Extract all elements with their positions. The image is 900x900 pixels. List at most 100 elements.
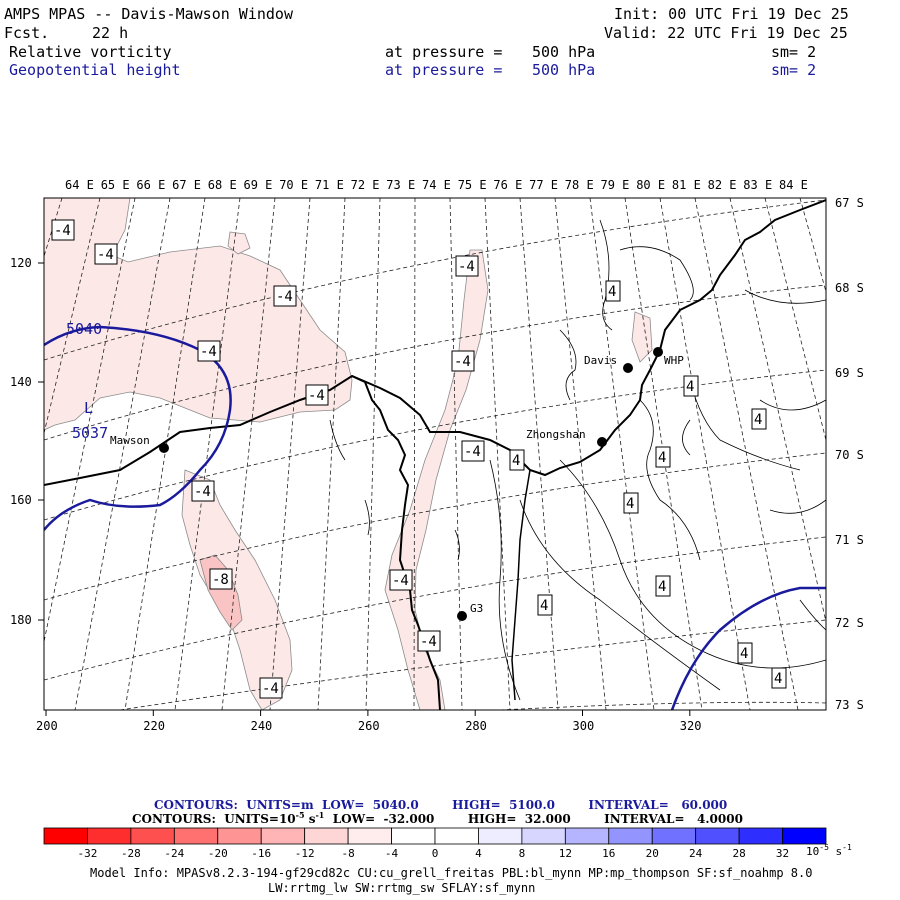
- vorticity-label-text: 4: [608, 284, 616, 300]
- vorticity-label-text: -8: [212, 572, 229, 588]
- map-canvas: Davis WHP Mawson Zhongshan G3 5040 5037 …: [44, 198, 826, 710]
- contours-vorticity-prefix: CONTOURS: UNITS=10: [132, 812, 296, 826]
- vorticity-contours: [329, 219, 826, 701]
- vorticity-label: -4: [191, 480, 215, 502]
- colorbar-label: 28: [732, 847, 745, 860]
- vorticity-label-box: [305, 384, 329, 406]
- vorticity-label: -4: [94, 243, 118, 265]
- station-label-davis: Davis: [584, 354, 617, 367]
- colorbar-units-s: s: [829, 845, 842, 858]
- contours-vorticity-exp: -5: [296, 810, 305, 820]
- vorticity-label-box: [751, 408, 767, 430]
- vorticity-label-box: [417, 630, 441, 652]
- station-label-whp: WHP: [664, 354, 684, 367]
- colorbar-label: 16: [602, 847, 615, 860]
- vorticity-label-text: 4: [512, 453, 520, 469]
- field-vorticity-level: at pressure =: [385, 43, 503, 61]
- lat-label: 68 S: [835, 281, 864, 295]
- vorticity-label-text: 4: [740, 646, 748, 662]
- vorticity-label: 4: [683, 375, 699, 397]
- header-init: Init: 00 UTC Fri 19 Dec 25: [614, 5, 849, 23]
- field-height-sm: sm= 2: [771, 61, 817, 79]
- lon-label: 71 E: [315, 178, 344, 192]
- colorbar-label: 20: [646, 847, 659, 860]
- lon-label: 73 E: [386, 178, 415, 192]
- vorticity-label-text: -4: [454, 354, 471, 370]
- contours-vorticity-s: s: [305, 812, 316, 826]
- longitude-labels: 64 E 65 E 66 E 67 E 68 E 69 E 70 E 71 E 72 E 73 E…: [65, 178, 808, 192]
- vorticity-label-text: 4: [754, 412, 762, 428]
- vorticity-label-box: [451, 350, 475, 372]
- coastline-inland: [511, 469, 531, 701]
- x-tick-label: 300: [573, 719, 595, 733]
- vorticity-label-box: [51, 219, 75, 241]
- coastline-east: [351, 199, 826, 477]
- station-g3: G3: [457, 602, 483, 621]
- vorticity-label-box: [623, 492, 639, 514]
- lon-label: 83 E: [743, 178, 772, 192]
- colorbar-swatch: [173, 827, 219, 845]
- lon-label: 72 E: [351, 178, 380, 192]
- vorticity-label-box: [389, 569, 413, 591]
- vorticity-label: 4: [771, 667, 787, 689]
- vorticity-label-text: 4: [540, 598, 548, 614]
- colorbar-label: -24: [164, 847, 184, 860]
- station-label-mawson: Mawson: [110, 434, 150, 447]
- colorbar-swatch: [87, 827, 132, 845]
- vorticity-label: 4: [605, 280, 621, 302]
- footer-physics: LW:rrtmg_lw SW:rrtmg_sw SFLAY:sf_mynn: [268, 881, 535, 895]
- graticule-parallels: [44, 199, 826, 710]
- colorbar-label: 24: [689, 847, 703, 860]
- vorticity-label-text: -4: [392, 573, 409, 589]
- x-tick-label: 260: [358, 719, 380, 733]
- vorticity-label-text: -4: [200, 344, 217, 360]
- vorticity-label-box: [605, 280, 621, 302]
- vorticity-region-south: [181, 469, 293, 710]
- height-label-5040: 5040: [66, 320, 102, 338]
- vorticity-label: -4: [451, 350, 475, 372]
- vorticity-label: -4: [273, 285, 297, 307]
- vorticity-label-box: [655, 446, 671, 468]
- contours-vorticity-exp2: -1: [315, 810, 324, 820]
- colorbar-label: -28: [121, 847, 141, 860]
- vorticity-label: -4: [417, 630, 441, 652]
- colorbar-label: -20: [208, 847, 228, 860]
- header-title: AMPS MPAS -- Davis-Mawson Window: [4, 5, 293, 23]
- vorticity-label-box: [771, 667, 787, 689]
- height-contours: [44, 325, 826, 710]
- colorbar-units-exp2: -1: [842, 843, 852, 852]
- vorticity-label-text: 4: [658, 579, 666, 595]
- lon-label: 82 E: [708, 178, 737, 192]
- colorbar-label: -8: [341, 847, 354, 860]
- lon-label: 76 E: [493, 178, 522, 192]
- colorbar-units-exp: -5: [819, 843, 829, 852]
- colorbar-label: 12: [559, 847, 572, 860]
- colorbar-swatch: [478, 827, 523, 845]
- vorticity-label-box: [461, 440, 485, 462]
- field-height-value: 500 hPa: [532, 61, 596, 79]
- y-tick-label: 140: [10, 375, 32, 389]
- vorticity-label: 4: [509, 449, 525, 471]
- vorticity-label-box: [655, 575, 671, 597]
- x-tick-label: 320: [680, 719, 702, 733]
- colorbar-label: -12: [295, 847, 315, 860]
- lon-label: 79 E: [601, 178, 630, 192]
- vorticity-label-box: [537, 594, 553, 616]
- x-tick-label: 280: [465, 719, 487, 733]
- vorticity-label-box: [197, 340, 221, 362]
- station-label-g3: G3: [470, 602, 483, 615]
- colorbar-units: 10-5 s-1: [806, 843, 852, 858]
- header-fcst-value: 22 h: [92, 24, 129, 42]
- colorbar-swatch: [564, 827, 610, 845]
- colorbar-swatch: [130, 827, 175, 845]
- colorbar-label: -4: [385, 847, 399, 860]
- colorbar-label: -32: [78, 847, 98, 860]
- vorticity-label-box: [273, 285, 297, 307]
- lon-label: 65 E: [101, 178, 130, 192]
- field-vorticity-name: Relative vorticity: [9, 43, 172, 61]
- colorbar-labels: -32 -28 -24 -20 -16 -12 -8 -4 0 4 8 12 16 20 24 28 32: [78, 847, 790, 860]
- vorticity-labels: -4 -4 -4 -4 -4 -4 -4 -4 -4 -4 -4 -4 -8 4 4 4 4 4 4 4 4 4 4: [51, 219, 787, 699]
- vorticity-label: -4: [197, 340, 221, 362]
- contours-height-info: CONTOURS: UNITS=m LOW= 5040.0 HIGH= 5100…: [154, 798, 727, 812]
